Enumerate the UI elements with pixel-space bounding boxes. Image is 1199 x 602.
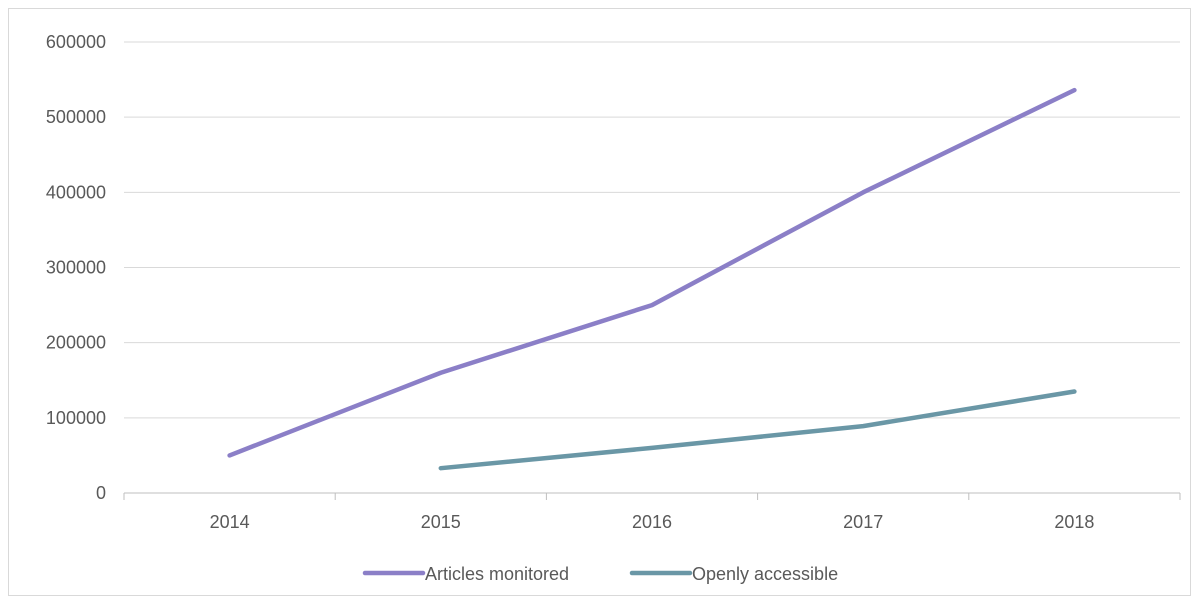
- y-tick-label: 200000: [46, 333, 106, 353]
- x-tick-label: 2017: [843, 512, 883, 532]
- y-tick-label: 300000: [46, 258, 106, 278]
- gridlines: [124, 41, 1180, 494]
- y-tick-label: 500000: [46, 107, 106, 127]
- x-tick-label: 2015: [421, 512, 461, 532]
- y-tick-label: 100000: [46, 408, 106, 428]
- legend-label: Openly accessible: [692, 564, 838, 584]
- legend-label: Articles monitored: [425, 564, 569, 584]
- series-lines: [227, 87, 1077, 471]
- series-line-articles-monitored: [227, 87, 1077, 458]
- legend: Articles monitored Openly accessible: [362, 564, 838, 584]
- y-tick-label: 400000: [46, 182, 106, 202]
- x-axis-ticks: 2014 2015 2016 2017 2018: [123, 493, 1181, 532]
- y-tick-label: 0: [96, 483, 106, 503]
- x-tick-label: 2014: [210, 512, 250, 532]
- y-axis-ticks: 0 100000 200000 300000 400000 500000 600000: [46, 32, 106, 503]
- x-tick-label: 2016: [632, 512, 672, 532]
- y-tick-label: 600000: [46, 32, 106, 52]
- chart-frame: [8, 8, 1191, 596]
- series-line-openly-accessible: [438, 389, 1077, 471]
- x-tick-label: 2018: [1054, 512, 1094, 532]
